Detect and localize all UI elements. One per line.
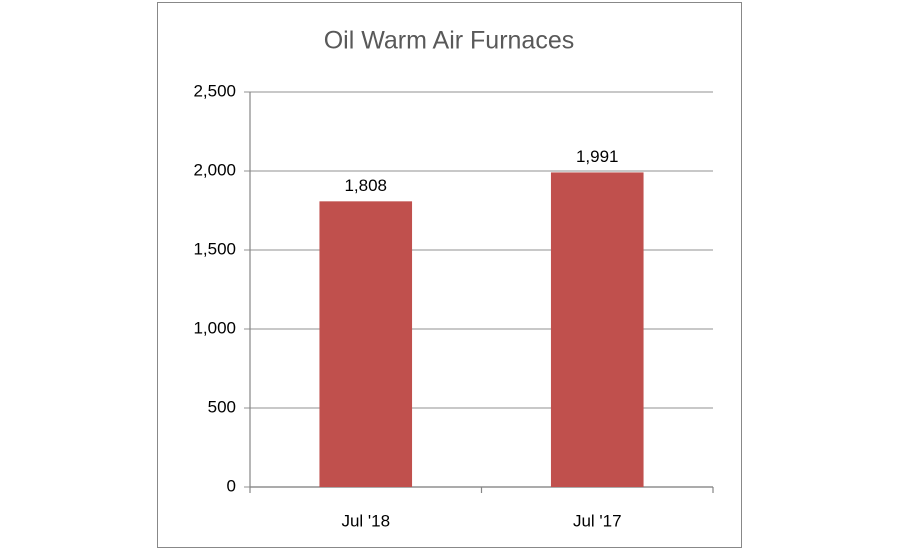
- y-tick-label: 500: [208, 397, 236, 416]
- data-label: 1,808: [344, 176, 387, 195]
- y-tick-label: 2,000: [193, 160, 236, 179]
- y-tick-label: 1,000: [193, 318, 236, 337]
- y-tick-label: 1,500: [193, 239, 236, 258]
- y-tick-label: 0: [227, 476, 236, 495]
- data-label: 1,991: [576, 147, 619, 166]
- y-tick-label: 2,500: [193, 81, 236, 100]
- x-tick-label: Jul '17: [573, 511, 622, 530]
- bar: [319, 201, 413, 487]
- chart-title: Oil Warm Air Furnaces: [324, 27, 575, 55]
- x-tick-label: Jul '18: [341, 511, 390, 530]
- chart-border: [157, 2, 742, 548]
- bar: [550, 172, 644, 487]
